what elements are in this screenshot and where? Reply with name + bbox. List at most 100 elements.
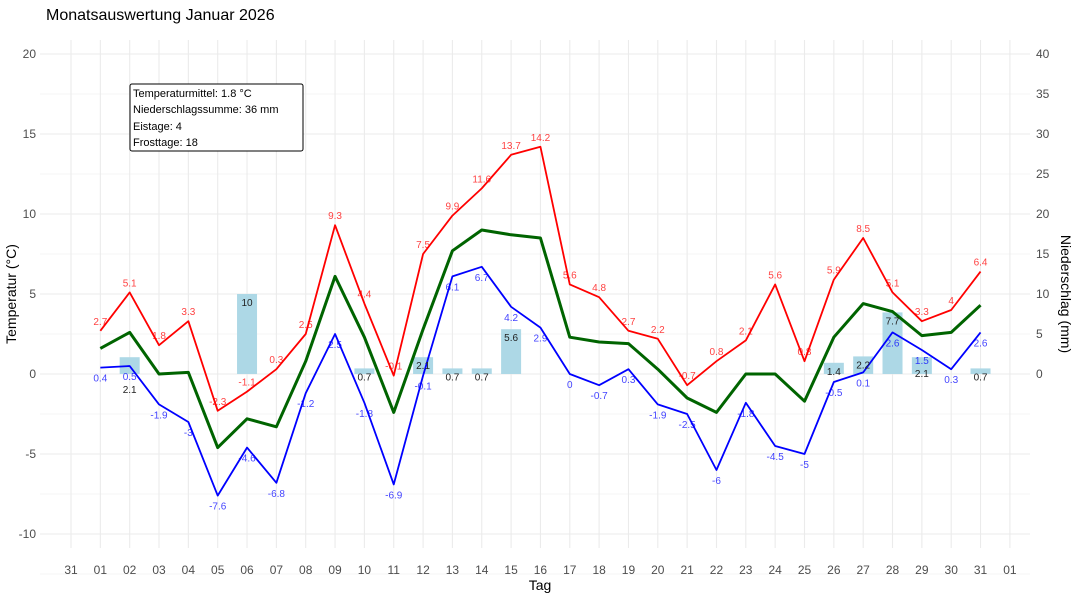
- x-axis-label: Tag: [529, 577, 552, 593]
- temperature-lines: [99, 145, 982, 497]
- x-tick-label: 11: [388, 563, 401, 577]
- x-tick-label: 13: [446, 563, 460, 577]
- line-min: [100, 265, 982, 497]
- x-tick-label: 12: [416, 563, 430, 577]
- y-right-tick-label: 5: [1036, 327, 1043, 341]
- y-tick-label: 5: [29, 287, 36, 301]
- summary-line: Eistage: 4: [133, 121, 182, 133]
- x-tick-label: 26: [827, 563, 841, 577]
- precipitation-label: 2.1: [123, 385, 137, 396]
- x-tick-label: 25: [798, 563, 812, 577]
- data-label-min: -1.9: [150, 410, 168, 421]
- data-label-max: 7.5: [416, 240, 430, 251]
- x-tick-label: 23: [739, 563, 753, 577]
- data-label-max: -1.1: [238, 378, 256, 389]
- data-label-max: -2.3: [209, 397, 227, 408]
- data-label-min: 2.6: [974, 338, 988, 349]
- data-label-min: 2.5: [328, 340, 342, 351]
- x-tick-label: 27: [857, 563, 871, 577]
- data-label-min: -0.5: [825, 388, 843, 399]
- y-right-tick-label: 40: [1036, 47, 1050, 61]
- data-label-min: 6.1: [445, 282, 459, 293]
- data-label-max: 8.5: [856, 224, 870, 235]
- summary-line: Frosttage: 18: [133, 137, 198, 149]
- data-label-max: 2.7: [622, 317, 636, 328]
- precipitation-label: 1.4: [827, 367, 841, 378]
- y-right-tick-label: 25: [1036, 167, 1050, 181]
- data-label-max: 4.8: [592, 283, 606, 294]
- y-right-tick-label: 30: [1036, 127, 1050, 141]
- x-tick-label: 10: [358, 563, 372, 577]
- data-label-min: -6.8: [268, 489, 286, 500]
- data-label-min: -0.1: [414, 382, 432, 393]
- precipitation-bar: [442, 368, 463, 374]
- data-label-max: 3.3: [181, 307, 195, 318]
- summary-box: Temperaturmittel: 1.8 °C Niederschlagssu…: [129, 83, 304, 152]
- precipitation-bar: [911, 357, 932, 374]
- x-tick-label: 05: [211, 563, 225, 577]
- y-right-tick-label: 15: [1036, 247, 1050, 261]
- x-tick-label: 06: [240, 563, 254, 577]
- precipitation-bar: [853, 356, 874, 374]
- y-tick-label: -10: [19, 527, 37, 541]
- data-label-max: 13.7: [501, 141, 521, 152]
- y-axis-label: Temperatur (°C): [3, 244, 19, 344]
- y-right-tick-label: 20: [1036, 207, 1050, 221]
- data-label-min: -6: [712, 476, 721, 487]
- x-tick-label: 01: [94, 563, 108, 577]
- data-label-max: 9.3: [328, 211, 342, 222]
- precipitation-label: 0.7: [974, 372, 988, 383]
- data-label-max: 0.8: [710, 347, 724, 358]
- precipitation-bar: [970, 368, 991, 374]
- data-label-max: 6.4: [974, 258, 988, 269]
- x-tick-label: 15: [504, 563, 518, 577]
- x-tick-label: 19: [622, 563, 636, 577]
- data-label-max: 14.2: [531, 133, 551, 144]
- y-axis-right-label: Niederschlag (mm): [1058, 235, 1074, 353]
- data-label-max: 1.8: [152, 331, 166, 342]
- data-label-min: 2.9: [533, 334, 547, 345]
- axes: 31 01 02 03 04 05 06 07 08 09 10 11 12 13 14 15 16 17 18 19…: [19, 47, 1050, 577]
- x-tick-label: 22: [710, 563, 724, 577]
- precipitation-label: 2.1: [915, 369, 929, 380]
- precipitation-label: 0.7: [357, 372, 371, 383]
- data-label-min: -0.7: [591, 391, 609, 402]
- x-tick-label: 16: [534, 563, 548, 577]
- data-label-min: -7.6: [209, 502, 227, 513]
- data-label-max: 3.3: [915, 307, 929, 318]
- precipitation-bar: [237, 294, 258, 374]
- x-tick-label: 01: [1003, 563, 1017, 577]
- data-label-min: 0.5: [123, 372, 137, 383]
- precipitation-bar: [501, 329, 522, 374]
- data-label-min: 0: [567, 380, 573, 391]
- x-tick-label: 18: [592, 563, 606, 577]
- data-label-max: 5.6: [563, 270, 577, 281]
- x-tick-label: 02: [123, 563, 137, 577]
- data-label-max: 2.7: [93, 317, 107, 328]
- x-tick-label: 09: [328, 563, 342, 577]
- precipitation-label: 5.6: [504, 333, 518, 344]
- x-tick-label: 24: [768, 563, 782, 577]
- data-label-max: 2.2: [651, 325, 665, 336]
- precipitation-bars: [119, 294, 991, 374]
- data-label-max: 4: [948, 296, 954, 307]
- x-tick-label: 31: [64, 563, 78, 577]
- data-label-max: 0.8: [798, 347, 812, 358]
- data-label-max: 2.1: [739, 326, 753, 337]
- x-tick-label: 28: [886, 563, 900, 577]
- line-mean: [99, 228, 982, 450]
- data-label-min: -3: [184, 428, 193, 439]
- data-label-max: 4.4: [357, 290, 371, 301]
- data-label-min: 4.2: [504, 313, 518, 324]
- y-right-tick-label: 10: [1036, 287, 1050, 301]
- precipitation-label: 0.7: [475, 372, 489, 383]
- data-label-min: 2.6: [886, 338, 900, 349]
- data-label-max: 2.5: [299, 320, 313, 331]
- data-label-min: 0.3: [622, 375, 636, 386]
- data-label-max: -0.1: [385, 362, 403, 373]
- precipitation-label: 10: [241, 298, 253, 309]
- data-label-min: -5: [800, 460, 809, 471]
- y-tick-label: 0: [29, 367, 36, 381]
- y-tick-label: 15: [23, 127, 37, 141]
